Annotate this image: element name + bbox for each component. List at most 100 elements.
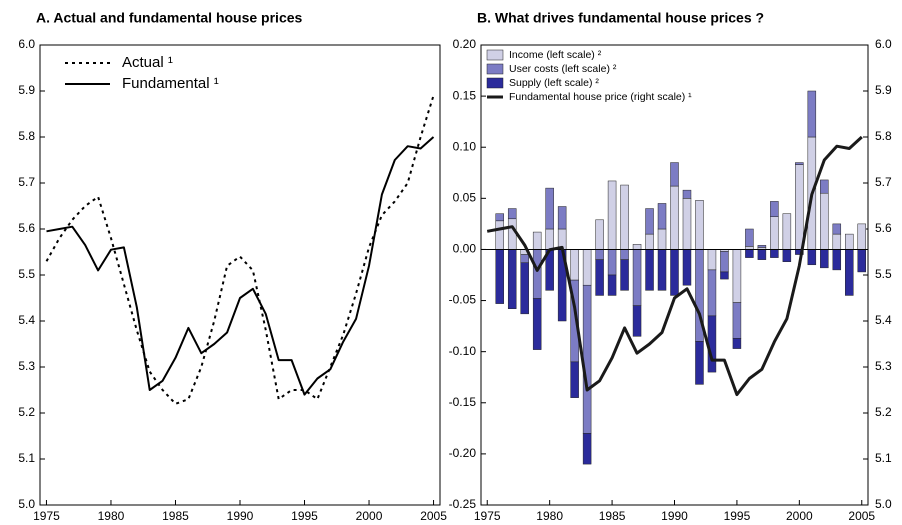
x-tick-label: 2000 (786, 509, 813, 523)
bar-segment (495, 213, 504, 222)
bar-segment (720, 251, 729, 273)
x-tick-label: 1985 (599, 509, 626, 523)
x-tick-label: 1975 (474, 509, 501, 523)
x-tick-label: 1975 (33, 509, 60, 523)
bar-segment (520, 254, 529, 263)
bar-segment (695, 341, 704, 385)
bar-segment (595, 219, 604, 250)
x-tick-label: 1985 (162, 509, 189, 523)
y2-tick-label: 5.6 (875, 221, 892, 235)
bar-segment (732, 338, 742, 349)
bar-segment (507, 208, 517, 220)
bar-segment (745, 228, 754, 247)
bar-segment (532, 231, 542, 250)
y-tick-label: 5.7 (18, 175, 35, 189)
y-tick-label: 5.3 (18, 359, 35, 373)
bar-segment (545, 187, 554, 230)
y-tick-label: 5.4 (18, 313, 35, 327)
bar-segment (532, 298, 542, 350)
y2-tick-label: 5.7 (875, 175, 892, 189)
chart-title: A. Actual and fundamental house prices (36, 10, 303, 26)
bar-segment (532, 249, 542, 299)
y-tick-label: -0.20 (449, 446, 477, 460)
y2-tick-label: 6.0 (875, 37, 892, 51)
bar-segment (645, 208, 654, 235)
y-tick-label: 0.20 (453, 37, 477, 51)
bar-segment (832, 249, 842, 271)
bar-segment (645, 233, 654, 250)
y-tick-label: 5.9 (18, 83, 35, 97)
bar-segment (657, 228, 667, 250)
legend-label: Income (left scale) ² (509, 49, 602, 61)
y-tick-label: -0.10 (449, 344, 477, 358)
bar-segment (557, 206, 567, 230)
x-tick-label: 1995 (291, 509, 318, 523)
legend-label: Fundamental house price (right scale) ¹ (509, 91, 692, 103)
bar-segment (795, 162, 804, 165)
bar-segment (832, 233, 842, 250)
bar-segment (820, 192, 829, 250)
legend-swatch (486, 77, 504, 89)
bar-segment (757, 245, 767, 248)
bar-segment (695, 200, 704, 250)
y-tick-label: 5.2 (18, 405, 35, 419)
x-tick-label: 1995 (724, 509, 751, 523)
bar-segment (582, 249, 592, 286)
bar-segment (770, 249, 779, 258)
bar-segment (507, 218, 517, 250)
bar-segment (507, 249, 517, 309)
bar-segment (682, 198, 692, 250)
bar-segment (732, 249, 742, 303)
bar-segment (657, 249, 667, 291)
bar-segment (670, 162, 679, 187)
bar-segment (832, 223, 842, 235)
y-tick-label: 5.5 (18, 267, 35, 281)
bar-segment (820, 249, 829, 269)
bar-segment (857, 249, 867, 273)
x-tick-label: 2005 (848, 509, 875, 523)
legend-swatch (486, 49, 504, 61)
bar-segment (820, 179, 829, 194)
bar-segment (670, 249, 679, 296)
bar-segment (845, 233, 854, 250)
bar-segment (770, 216, 779, 250)
bar-segment (732, 302, 742, 339)
bar-segment (757, 249, 767, 260)
line-series (46, 136, 435, 396)
bar-segment (570, 361, 579, 398)
bar-segment (582, 284, 592, 434)
bar-segment (632, 244, 642, 250)
x-tick-label: 1990 (661, 509, 688, 523)
bar-segment (495, 220, 504, 250)
bar-segment (520, 262, 529, 315)
y-tick-label: 5.6 (18, 221, 35, 235)
bar-segment (720, 271, 729, 280)
bar-segment (782, 213, 792, 250)
bar-segment (607, 274, 617, 296)
y-tick-label: 5.1 (18, 451, 35, 465)
y2-tick-label: 5.9 (875, 83, 892, 97)
x-tick-label: 1980 (98, 509, 125, 523)
bar-segment (770, 201, 779, 217)
y2-tick-label: 5.4 (875, 313, 892, 327)
legend-label: User costs (left scale) ² (509, 63, 617, 75)
bar-segment (782, 249, 792, 262)
bar-segment (545, 228, 554, 250)
bar-segment (807, 249, 817, 266)
bar-segment (845, 249, 854, 296)
y-tick-label: -0.25 (449, 497, 477, 511)
y-tick-label: -0.15 (449, 395, 477, 409)
x-tick-label: 1990 (227, 509, 254, 523)
bar-segment (607, 249, 617, 276)
bar-segment (645, 249, 654, 291)
bar-segment (682, 249, 692, 286)
line-series (45, 95, 435, 405)
y-tick-label: 5.8 (18, 129, 35, 143)
y-tick-label: 6.0 (18, 37, 35, 51)
bar-segment (670, 185, 679, 250)
y2-tick-label: 5.3 (875, 359, 892, 373)
bar-segment (682, 189, 692, 199)
y-tick-label: 0.00 (453, 242, 477, 256)
bar-segment (707, 249, 717, 271)
